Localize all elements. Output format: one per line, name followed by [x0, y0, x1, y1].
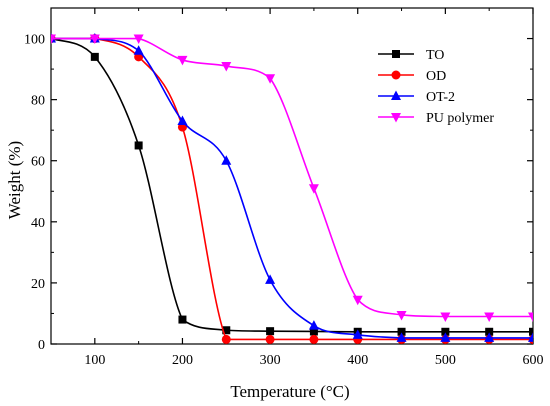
series-od	[51, 34, 533, 344]
point-od-350	[309, 334, 319, 344]
point-to-250	[222, 326, 231, 335]
x-tick-label-100: 100	[84, 353, 105, 368]
point-pu-polymer-400	[352, 295, 363, 306]
point-to-550	[485, 327, 494, 336]
legend-item-ot-2: OT-2	[378, 90, 455, 105]
plot-border	[50, 7, 534, 345]
x-tick-label-300: 300	[260, 353, 281, 368]
x-tick-label-500: 500	[435, 353, 456, 368]
series-to	[51, 34, 533, 336]
point-pu-polymer-100	[89, 34, 100, 45]
series-line-pu-polymer	[51, 37, 533, 318]
point-to-500	[441, 327, 450, 336]
point-pu-polymer-50	[51, 34, 56, 45]
point-od-250	[221, 334, 231, 344]
point-to-100	[90, 52, 99, 61]
point-pu-polymer-150	[133, 34, 144, 45]
point-ot-2-500	[440, 332, 451, 342]
point-ot-2-250	[221, 155, 232, 165]
legend-label-pu-polymer: PU polymer	[426, 111, 494, 126]
point-pu-polymer-600	[528, 312, 533, 323]
legend-label-ot-2: OT-2	[426, 90, 455, 105]
axis-ticks	[50, 7, 534, 345]
point-pu-polymer-250	[221, 62, 232, 72]
point-pu-polymer-450	[396, 310, 407, 321]
point-od-300	[265, 334, 275, 344]
legend-marker-pu-polymer	[391, 113, 401, 123]
point-to-300	[266, 327, 275, 336]
tick-labels: 100 200 300 400 500 600 0 20 40 60 80 100	[24, 33, 544, 368]
point-to-150	[134, 141, 143, 150]
y-tick-label-100: 100	[24, 33, 45, 48]
x-axis-title: Temperature (°C)	[230, 382, 349, 401]
y-tick-label-80: 80	[31, 94, 45, 109]
point-pu-polymer-500	[440, 312, 451, 323]
legend-marker-to	[392, 50, 400, 58]
legend-marker-ot-2	[391, 90, 401, 100]
y-tick-label-0: 0	[38, 338, 45, 353]
x-tick-label-200: 200	[172, 353, 193, 368]
x-tick-label-400: 400	[347, 353, 368, 368]
point-ot-2-300	[265, 274, 276, 284]
x-tick-label-600: 600	[523, 353, 544, 368]
legend-label-to: TO	[426, 48, 444, 63]
series-line-to	[51, 37, 533, 333]
point-pu-polymer-550	[484, 312, 495, 323]
series-lines	[51, 33, 533, 344]
series-line-od	[51, 37, 533, 341]
point-pu-polymer-200	[177, 55, 188, 66]
point-pu-polymer-300	[265, 74, 276, 84]
series-ot-2	[51, 33, 533, 342]
legend-item-pu-polymer: PU polymer	[378, 111, 494, 126]
legend-marker-od	[391, 70, 401, 80]
point-to-350	[309, 327, 318, 336]
legend: TO OD OT-2 PU polymer	[378, 48, 494, 126]
series-line-ot-2	[51, 37, 533, 339]
point-ot-2-350	[308, 320, 319, 330]
point-ot-2-400	[352, 329, 363, 339]
point-ot-2-600	[528, 332, 533, 342]
point-to-600	[529, 327, 533, 336]
point-ot-2-450	[396, 332, 407, 342]
y-tick-label-20: 20	[31, 277, 45, 292]
legend-item-to: TO	[378, 48, 444, 63]
point-pu-polymer-350	[308, 184, 319, 194]
y-tick-label-40: 40	[31, 216, 45, 231]
point-to-450	[397, 327, 406, 336]
plot-frame	[50, 7, 534, 345]
series-pu-polymer	[51, 34, 533, 323]
legend-label-od: OD	[426, 69, 446, 84]
point-ot-2-550	[484, 332, 495, 342]
y-tick-label-60: 60	[31, 155, 45, 170]
y-axis-title: Weight (%)	[5, 141, 24, 219]
legend-item-od: OD	[378, 69, 446, 84]
point-ot-2-200	[177, 115, 188, 126]
point-to-200	[178, 315, 187, 324]
point-ot-2-150	[133, 45, 144, 55]
